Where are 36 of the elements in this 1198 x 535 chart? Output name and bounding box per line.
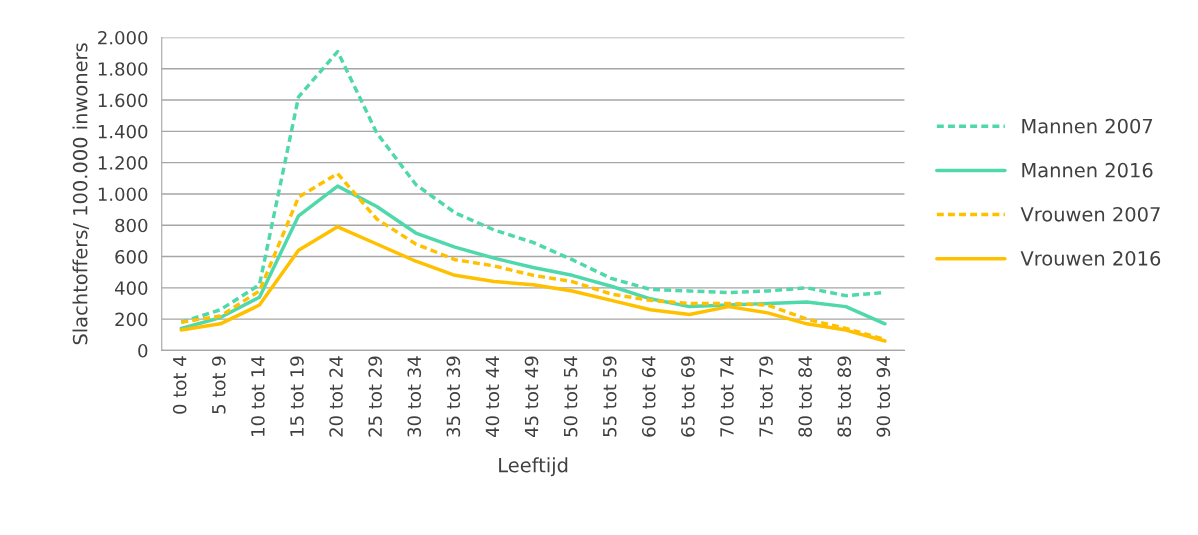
y-tick-label: 1.800 — [98, 62, 148, 76]
legend-label: Vrouwen 2007 — [1020, 206, 1160, 222]
x-tick-label: 80 tot 84 — [798, 356, 812, 437]
y-tick-label: 1.200 — [98, 156, 148, 170]
x-tick-label: 60 tot 64 — [641, 356, 656, 437]
x-tick-label: 50 tot 54 — [563, 356, 578, 437]
x-tick-label: 55 tot 59 — [602, 356, 617, 437]
x-tick-label: 40 tot 44 — [485, 356, 500, 438]
x-tick-label: 30 tot 34 — [407, 356, 422, 437]
legend-label: Mannen 2007 — [1022, 118, 1153, 134]
x-tick-label: 5 tot 9 — [211, 356, 226, 414]
y-tick-label: 600 — [115, 249, 148, 264]
x-tick-label: 15 tot 19 — [290, 356, 304, 436]
x-tick-label: 25 tot 29 — [368, 356, 382, 437]
x-axis-title: Leeftijd — [499, 457, 568, 477]
y-tick-label: 1.000 — [98, 187, 148, 202]
y-tick-label: 0 — [138, 343, 148, 358]
x-tick-label: 0 tot 4 — [172, 356, 187, 414]
y-axis-title: Slachtoffers/ 100.000 inwoners — [72, 43, 90, 345]
y-tick-label: 800 — [115, 218, 148, 233]
y-tick-label: 1.400 — [98, 124, 148, 139]
legend-label: Vrouwen 2016 — [1020, 251, 1161, 266]
x-tick-label: 90 tot 94 — [876, 356, 891, 437]
x-tick-label: 65 tot 69 — [681, 356, 695, 437]
y-tick-label: 1.600 — [98, 93, 148, 108]
x-tick-label: 85 tot 89 — [837, 356, 852, 437]
x-tick-label: 75 tot 79 — [759, 356, 773, 437]
legend-label: Mannen 2016 — [1022, 162, 1153, 178]
x-tick-label: 10 tot 14 — [251, 356, 265, 436]
y-tick-label: 400 — [114, 281, 148, 295]
y-tick-label: 2.000 — [98, 30, 148, 45]
x-tick-label: 70 tot 74 — [720, 356, 734, 437]
y-tick-label: 200 — [115, 312, 148, 327]
x-tick-label: 35 tot 39 — [446, 356, 461, 437]
x-tick-label: 20 tot 24 — [329, 356, 343, 437]
x-tick-label: 45 tot 49 — [524, 356, 539, 438]
